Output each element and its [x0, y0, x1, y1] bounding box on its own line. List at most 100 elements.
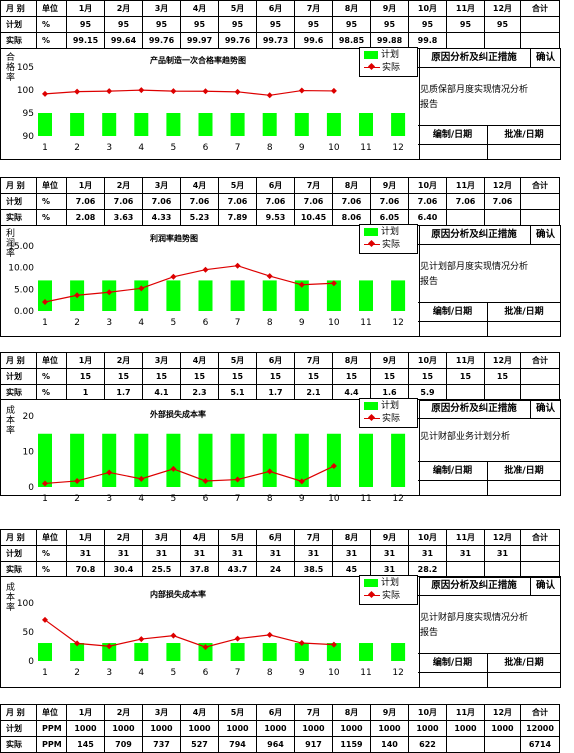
actual-point: [202, 644, 209, 651]
prepared-by-label: 编制/日期: [418, 303, 488, 321]
header-cell: 7月: [294, 704, 333, 721]
x-tick-label: 8: [267, 494, 273, 504]
plan-bar: [198, 113, 213, 136]
plan-bar: [262, 643, 277, 661]
actual-point: [202, 477, 209, 484]
chart-title: 产品制造一次合格率趋势图: [150, 56, 246, 65]
header-row: 月 别单位 1月 2月 3月 4月 5月 6月 7月 8月 9月 10月 11月 12月 合计: [0, 529, 560, 546]
actual-point: [170, 465, 177, 472]
plan-bar: [391, 433, 406, 487]
value-cell: [446, 736, 485, 753]
legend-plan: 计划: [364, 49, 399, 61]
y-axis-label: 成本率: [6, 406, 16, 436]
sign-row: 编制/日期 批准/日期: [418, 461, 560, 481]
value-cell: 1000: [446, 720, 485, 737]
actual-point: [138, 87, 145, 94]
chart-1: [0, 48, 420, 160]
x-tick-label: 5: [171, 143, 177, 153]
value-cell: 145: [66, 736, 105, 753]
x-tick-label: 4: [138, 318, 144, 328]
actual-point: [74, 477, 81, 484]
value-cell: 12000: [520, 720, 560, 737]
x-tick-label: 11: [360, 668, 371, 678]
value-cell: 1000: [104, 720, 143, 737]
x-tick-label: 4: [138, 668, 144, 678]
bar-swatch-icon: [364, 578, 378, 587]
x-tick-label: 11: [360, 318, 371, 328]
x-tick-label: 11: [360, 494, 371, 504]
actual-point: [138, 475, 145, 482]
legend-actual: 实际: [364, 413, 400, 425]
line-marker-icon: [364, 414, 380, 424]
plan-bar: [294, 643, 309, 661]
analysis-note: 见计划部月度实现情况分析报告: [420, 262, 529, 287]
actual-point: [330, 641, 337, 648]
plan-bar: [230, 113, 245, 136]
x-tick-label: 6: [203, 318, 209, 328]
actual-point: [138, 285, 145, 292]
y-tick-label: 90: [23, 132, 35, 142]
plan-bar: [102, 280, 117, 311]
x-tick-label: 5: [171, 668, 177, 678]
x-tick-label: 5: [171, 494, 177, 504]
sign-blank-row: [418, 673, 560, 687]
cause-header: 原因分析及纠正措施: [418, 226, 531, 244]
header-row: 月 别单位 1月 2月 3月 4月 5月 6月 7月 8月 9月 10月 11月 12月 合计: [0, 704, 560, 721]
x-tick-label: 10: [328, 318, 340, 328]
x-tick-label: 8: [267, 318, 273, 328]
actual-point: [266, 468, 273, 475]
actual-point: [234, 476, 241, 483]
plan-bar: [134, 280, 149, 311]
x-tick-label: 5: [171, 318, 177, 328]
plan-row: 计划% 7.06 7.06 7.06 7.06 7.06 7.06 7.06 7.06 7.06 7…: [0, 193, 560, 210]
panel-header: 原因分析及纠正措施 确认: [418, 226, 560, 245]
actual-point: [106, 88, 113, 95]
bar-swatch-icon: [364, 227, 378, 236]
legend-actual: 实际: [364, 590, 400, 602]
y-tick-label: 95: [23, 109, 34, 119]
value-cell: 737: [142, 736, 181, 753]
plan-bar: [391, 113, 406, 136]
actual-point: [202, 88, 209, 95]
x-tick-label: 7: [235, 668, 241, 678]
plan-bar: [359, 643, 373, 661]
actual-row: 实际 PPM 145 709 737 527 794 964 917 1159 140 622 6714: [0, 736, 560, 753]
sign-row: 编制/日期 批准/日期: [418, 125, 560, 145]
plan-row: 计划 PPM 1000 1000 1000 1000 1000 1000 1000 1000 100…: [0, 720, 560, 737]
x-tick-label: 7: [235, 143, 241, 153]
plan-bar: [166, 643, 181, 661]
x-tick-label: 12: [392, 494, 403, 504]
header-cell: 10月: [408, 704, 447, 721]
actual-point: [266, 631, 273, 638]
legend-actual: 实际: [364, 239, 400, 251]
x-tick-label: 4: [138, 494, 144, 504]
actual-row: 实际% 2.08 3.63 4.33 5.23 7.89 9.53 10.45 8.06 6.05…: [0, 209, 560, 226]
actual-point: [298, 87, 305, 94]
line-marker-icon: [364, 591, 380, 601]
actual-point: [298, 640, 305, 647]
x-tick-label: 1: [42, 318, 48, 328]
cause-header: 原因分析及纠正措施: [418, 49, 531, 67]
analysis-note: 见计财部业务计划分析: [420, 432, 511, 442]
plan-bar: [38, 113, 52, 136]
x-tick-label: 9: [299, 143, 305, 153]
plan-bar: [70, 433, 85, 487]
y-tick-label: 0.00: [14, 307, 34, 317]
actual-point: [170, 632, 177, 639]
x-tick-label: 10: [328, 143, 340, 153]
value-cell: 1000: [256, 720, 295, 737]
sign-blank-row: [418, 481, 560, 495]
value-cell: 1000: [218, 720, 257, 737]
x-tick-label: 12: [392, 318, 403, 328]
analysis-panel: 原因分析及纠正措施 确认 见计财部月度实现情况分析报告 编制/日期 批准/日期: [418, 576, 561, 688]
plan-bar: [70, 113, 85, 136]
actual-point: [42, 90, 48, 97]
header-cell: 11月: [446, 704, 485, 721]
chart-legend: 计划 实际: [359, 224, 418, 254]
plan-bar: [102, 643, 117, 661]
analysis-panel: 原因分析及纠正措施 确认 见计财部业务计划分析 编制/日期 批准/日期: [418, 399, 561, 496]
actual-point: [74, 640, 81, 647]
value-cell: 527: [180, 736, 219, 753]
approved-by-label: 批准/日期: [504, 466, 544, 476]
